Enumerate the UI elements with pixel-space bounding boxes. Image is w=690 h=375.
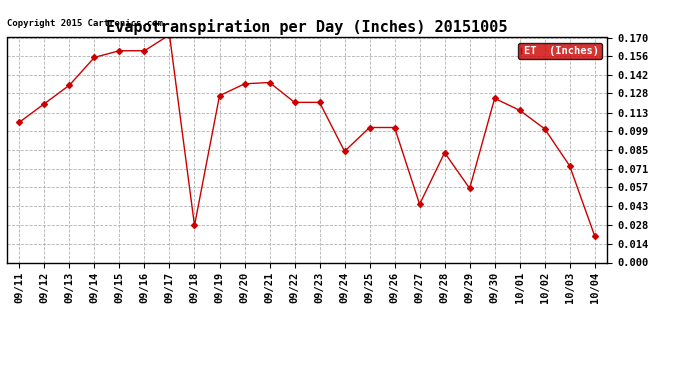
Title: Evapotranspiration per Day (Inches) 20151005: Evapotranspiration per Day (Inches) 2015… (106, 19, 508, 35)
Legend: ET  (Inches): ET (Inches) (518, 43, 602, 59)
Text: Copyright 2015 Cartronics.com: Copyright 2015 Cartronics.com (7, 20, 163, 28)
